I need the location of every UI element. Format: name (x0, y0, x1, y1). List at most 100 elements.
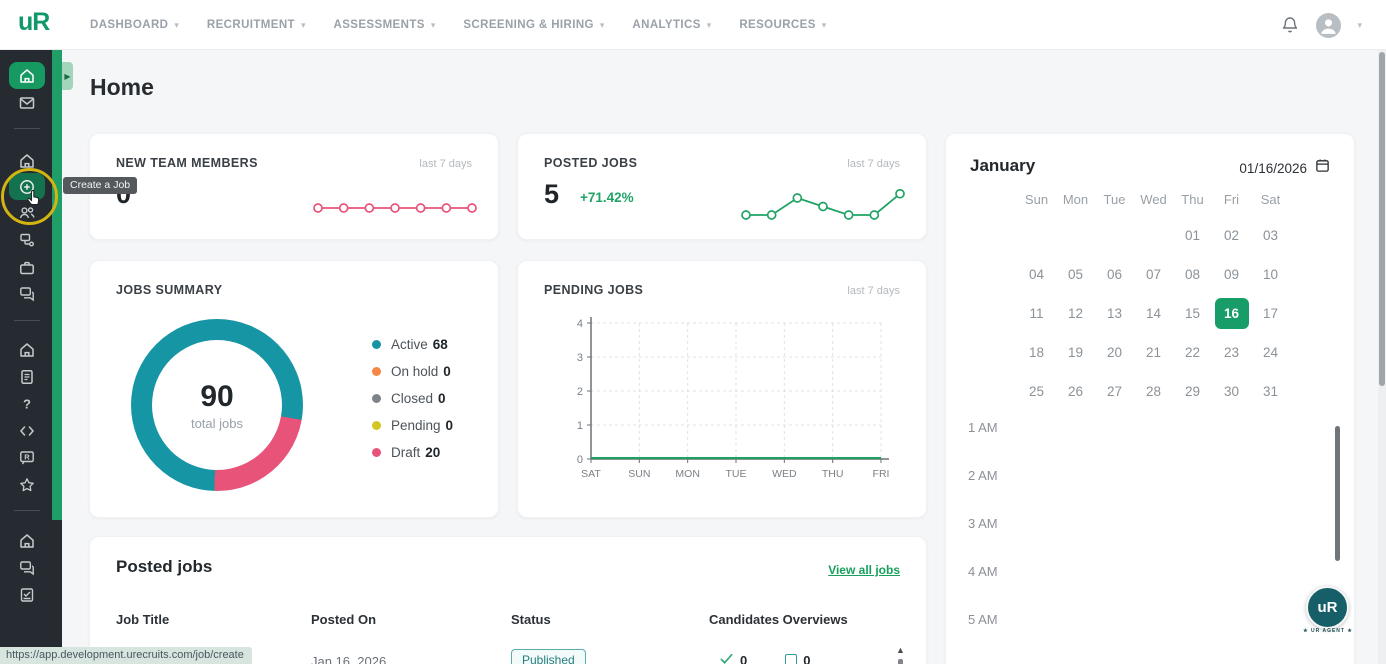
sidebar-code-icon[interactable] (9, 417, 45, 444)
ur-agent-badge[interactable]: uR (1306, 586, 1349, 629)
calendar-day-28[interactable]: 28 (1134, 372, 1173, 411)
table-scrollbar-thumb[interactable] (898, 659, 903, 664)
sidebar-chat-icon[interactable] (9, 280, 45, 307)
svg-text:0: 0 (577, 454, 583, 466)
calendar-day-24[interactable]: 24 (1251, 333, 1290, 372)
calendar-day-31[interactable]: 31 (1251, 372, 1290, 411)
nav-item-resources[interactable]: RESOURCES▾ (739, 19, 826, 31)
nav-item-analytics[interactable]: ANALYTICS▾ (632, 19, 711, 31)
posted-jobs-delta: +71.42% (580, 190, 634, 205)
date-value: 01/16/2026 (1239, 161, 1307, 176)
sidebar-expand-handle[interactable]: ▶ (62, 62, 73, 90)
calendar-day-19[interactable]: 19 (1056, 333, 1095, 372)
square-icon (785, 654, 797, 664)
svg-text:1: 1 (577, 420, 583, 432)
view-all-jobs-link[interactable]: View all jobs (828, 563, 900, 577)
calendar-day-18[interactable]: 18 (1017, 333, 1056, 372)
calendar-day-06[interactable]: 06 (1095, 255, 1134, 294)
nav-item-dashboard[interactable]: DASHBOARD▾ (90, 19, 179, 31)
calendar-day-07[interactable]: 07 (1134, 255, 1173, 294)
calendar-day-10[interactable]: 10 (1251, 255, 1290, 294)
nav-label: SCREENING & HIRING (463, 19, 594, 31)
time-slot-5-am[interactable]: 5 AM (968, 612, 998, 660)
calendar-day-13[interactable]: 13 (1095, 294, 1134, 333)
svg-text:R: R (24, 452, 30, 461)
page-scrollbar-thumb[interactable] (1379, 52, 1385, 386)
legend-label: Closed (391, 391, 433, 406)
calendar-day-16[interactable]: 16 (1212, 294, 1251, 333)
calendar-day-11[interactable]: 11 (1017, 294, 1056, 333)
legend-dot (372, 394, 381, 403)
calendar-day-empty (1056, 216, 1095, 255)
sidebar-feedback-icon[interactable]: R (9, 444, 45, 471)
time-slot-1-am[interactable]: 1 AM (968, 420, 998, 468)
calendar-day-14[interactable]: 14 (1134, 294, 1173, 333)
calendar-day-04[interactable]: 04 (1017, 255, 1056, 294)
sidebar-document-icon[interactable] (9, 363, 45, 390)
calendar-icon[interactable] (1315, 158, 1330, 178)
calendar-day-29[interactable]: 29 (1173, 372, 1212, 411)
sidebar-home-icon[interactable] (9, 527, 45, 554)
sidebar-create-job-plus-circle-icon[interactable] (9, 173, 45, 200)
chevron-down-icon: ▾ (174, 20, 179, 31)
user-avatar[interactable] (1316, 13, 1341, 38)
date-picker-field[interactable]: 01/16/2026 (1239, 158, 1330, 178)
card-period: last 7 days (847, 285, 900, 297)
sidebar-chat-icon[interactable] (9, 554, 45, 581)
sidebar-help-icon[interactable]: ? (9, 390, 45, 417)
nav-item-assessments[interactable]: ASSESSMENTS▾ (334, 19, 436, 31)
legend-value: 68 (433, 337, 448, 352)
calendar-day-20[interactable]: 20 (1095, 333, 1134, 372)
weekday-header-row: SunMonTueWedThuFriSat (1017, 192, 1290, 207)
calendar-day-01[interactable]: 01 (1173, 216, 1212, 255)
svg-text:FRI: FRI (873, 468, 890, 480)
calendar-day-12[interactable]: 12 (1056, 294, 1095, 333)
time-slot-3-am[interactable]: 3 AM (968, 516, 998, 564)
calendar-day-23[interactable]: 23 (1212, 333, 1251, 372)
calendar-day-09[interactable]: 09 (1212, 255, 1251, 294)
table-scrollbar-up-arrow[interactable]: ▲ (896, 645, 905, 655)
posted-jobs-table-card: Posted jobs View all jobs Job TitlePoste… (89, 536, 927, 664)
calendar-day-25[interactable]: 25 (1017, 372, 1056, 411)
calendar-day-02[interactable]: 02 (1212, 216, 1251, 255)
sidebar-star-icon[interactable] (9, 471, 45, 498)
time-slot-4-am[interactable]: 4 AM (968, 564, 998, 612)
calendar-scrollbar-thumb[interactable] (1335, 426, 1340, 561)
sidebar-home-icon[interactable] (9, 62, 45, 89)
app-logo[interactable]: uR (18, 8, 49, 37)
svg-text:3: 3 (577, 352, 583, 364)
calendar-day-grid: 010203 04050607080910 11121314151617 181920… (1017, 216, 1290, 411)
sidebar-home-icon[interactable] (9, 336, 45, 363)
nav-item-recruitment[interactable]: RECRUITMENT▾ (207, 19, 306, 31)
time-slot-2-am[interactable]: 2 AM (968, 468, 998, 516)
sidebar-accent-strip (52, 50, 62, 520)
nav-item-screening-hiring[interactable]: SCREENING & HIRING▾ (463, 19, 604, 31)
card-title: NEW TEAM MEMBERS (116, 156, 258, 170)
legend-dot (372, 421, 381, 430)
column-header-job-title: Job Title (116, 612, 169, 627)
logo-text: uR (18, 8, 49, 36)
chevron-down-icon: ▾ (431, 20, 436, 31)
profile-chevron-down-icon[interactable]: ▾ (1357, 20, 1362, 31)
calendar-day-08[interactable]: 08 (1173, 255, 1212, 294)
sidebar-briefcase-icon[interactable] (9, 254, 45, 281)
calendar-day-21[interactable]: 21 (1134, 333, 1173, 372)
sidebar-workflow-icon[interactable] (9, 226, 45, 253)
calendar-day-03[interactable]: 03 (1251, 216, 1290, 255)
svg-text:TUE: TUE (726, 468, 747, 480)
sidebar-users-icon[interactable] (9, 199, 45, 226)
calendar-day-22[interactable]: 22 (1173, 333, 1212, 372)
calendar-day-15[interactable]: 15 (1173, 294, 1212, 333)
calendar-day-17[interactable]: 17 (1251, 294, 1290, 333)
sidebar-tasks-icon[interactable] (9, 581, 45, 608)
sidebar-home-icon[interactable] (9, 147, 45, 174)
weekday-fri: Fri (1212, 192, 1251, 207)
calendar-day-26[interactable]: 26 (1056, 372, 1095, 411)
calendar-day-27[interactable]: 27 (1095, 372, 1134, 411)
card-title: PENDING JOBS (544, 283, 643, 297)
notifications-bell-icon[interactable] (1280, 15, 1300, 35)
sidebar-mail-icon[interactable] (9, 89, 45, 116)
calendar-day-30[interactable]: 30 (1212, 372, 1251, 411)
sidebar-divider (14, 510, 40, 511)
calendar-day-05[interactable]: 05 (1056, 255, 1095, 294)
